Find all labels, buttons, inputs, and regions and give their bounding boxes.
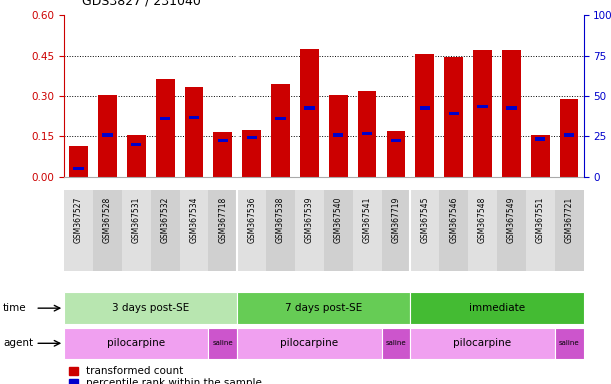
Bar <box>391 139 401 142</box>
Bar <box>151 190 180 271</box>
Text: GSM367539: GSM367539 <box>305 197 314 243</box>
Bar <box>411 292 584 324</box>
Text: 3 days post-SE: 3 days post-SE <box>112 303 189 313</box>
Bar <box>564 133 574 137</box>
Bar <box>448 112 459 115</box>
Bar <box>98 95 117 177</box>
Bar <box>560 99 579 177</box>
Bar <box>477 105 488 108</box>
Bar <box>300 49 319 177</box>
Text: GDS3827 / 231040: GDS3827 / 231040 <box>82 0 202 8</box>
Bar <box>439 190 468 271</box>
Bar <box>180 190 208 271</box>
Bar <box>444 57 463 177</box>
Text: GSM367528: GSM367528 <box>103 197 112 243</box>
Bar <box>213 132 232 177</box>
Bar <box>535 137 546 141</box>
Bar <box>415 55 434 177</box>
Bar <box>64 328 208 359</box>
Bar <box>185 87 203 177</box>
Legend: transformed count, percentile rank within the sample: transformed count, percentile rank withi… <box>70 366 262 384</box>
Bar <box>122 190 151 271</box>
Text: GSM367545: GSM367545 <box>420 197 430 243</box>
Bar <box>531 135 550 177</box>
Bar <box>497 190 526 271</box>
Bar <box>73 167 84 170</box>
Bar <box>357 91 376 177</box>
Text: saline: saline <box>559 340 579 346</box>
Text: GSM367549: GSM367549 <box>507 197 516 243</box>
Text: GSM367721: GSM367721 <box>565 197 574 243</box>
Bar <box>237 328 381 359</box>
Text: GSM367536: GSM367536 <box>247 197 256 243</box>
Bar <box>127 135 145 177</box>
Bar <box>526 190 555 271</box>
Bar <box>160 117 170 121</box>
Bar <box>93 190 122 271</box>
Text: GSM367541: GSM367541 <box>362 197 371 243</box>
Text: agent: agent <box>3 338 33 348</box>
Bar <box>295 190 324 271</box>
Bar <box>381 190 411 271</box>
Bar <box>420 106 430 110</box>
Bar <box>237 190 266 271</box>
Bar <box>468 190 497 271</box>
Bar <box>353 190 381 271</box>
Text: GSM367540: GSM367540 <box>334 197 343 243</box>
Bar <box>64 292 237 324</box>
Bar <box>276 117 286 121</box>
Bar <box>362 132 372 135</box>
Bar <box>502 50 521 177</box>
Bar <box>473 50 492 177</box>
Bar <box>69 146 88 177</box>
Bar <box>247 136 257 139</box>
Bar <box>208 328 237 359</box>
Bar <box>102 133 112 137</box>
Bar <box>208 190 237 271</box>
Bar <box>189 116 199 119</box>
Bar <box>387 131 405 177</box>
Bar <box>411 328 555 359</box>
Bar <box>243 130 261 177</box>
Bar <box>411 190 439 271</box>
Bar <box>329 95 348 177</box>
Text: GSM367719: GSM367719 <box>392 197 400 243</box>
Text: pilocarpine: pilocarpine <box>453 338 511 348</box>
Text: saline: saline <box>386 340 406 346</box>
Text: 7 days post-SE: 7 days post-SE <box>285 303 362 313</box>
Text: pilocarpine: pilocarpine <box>107 338 166 348</box>
Bar <box>237 292 411 324</box>
Bar <box>131 143 141 146</box>
Text: GSM367718: GSM367718 <box>218 197 227 243</box>
Text: GSM367534: GSM367534 <box>189 197 199 243</box>
Bar <box>266 190 295 271</box>
Bar <box>156 79 175 177</box>
Text: GSM367551: GSM367551 <box>536 197 545 243</box>
Bar <box>218 139 228 142</box>
Bar <box>555 328 584 359</box>
Text: GSM367546: GSM367546 <box>449 197 458 243</box>
Text: GSM367532: GSM367532 <box>161 197 170 243</box>
Text: GSM367527: GSM367527 <box>74 197 83 243</box>
Bar <box>64 190 93 271</box>
Text: pilocarpine: pilocarpine <box>280 338 338 348</box>
Bar <box>64 190 584 271</box>
Text: GSM367548: GSM367548 <box>478 197 487 243</box>
Bar <box>324 190 353 271</box>
Text: saline: saline <box>213 340 233 346</box>
Text: immediate: immediate <box>469 303 525 313</box>
Bar <box>555 190 584 271</box>
Bar <box>333 133 343 137</box>
Text: time: time <box>3 303 27 313</box>
Text: GSM367538: GSM367538 <box>276 197 285 243</box>
Bar <box>381 328 411 359</box>
Bar <box>304 106 315 110</box>
Text: GSM367531: GSM367531 <box>132 197 141 243</box>
Bar <box>271 84 290 177</box>
Bar <box>507 106 516 110</box>
